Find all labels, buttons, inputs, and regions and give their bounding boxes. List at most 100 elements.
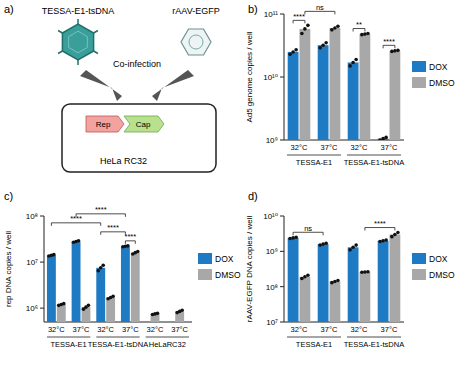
replicate-dot (306, 273, 310, 277)
replicate-dot (180, 308, 184, 312)
x-tick-label: 37°C (122, 325, 139, 334)
legend-swatch (412, 77, 426, 88)
replicate-dot (396, 49, 400, 53)
bar (318, 45, 329, 140)
x-tick-label: 37°C (73, 325, 90, 334)
y-tick (280, 322, 284, 323)
panel-label: c) (4, 190, 13, 202)
legend-swatch (412, 269, 426, 280)
group-label: TESSA-E1 (296, 158, 332, 167)
x-tick-label: 32°C (291, 143, 308, 152)
bar (390, 51, 401, 140)
bar (57, 304, 66, 322)
replicate-dot (294, 235, 298, 239)
x-tick-label: 37°C (381, 325, 398, 334)
replicate-dot (393, 49, 397, 53)
bar (96, 268, 105, 322)
axis-title: rep DNA copies / well (4, 231, 13, 307)
y-tick-label: 10⁷ (26, 258, 38, 267)
bar (360, 34, 371, 140)
y-axis (44, 216, 45, 322)
legend-swatch (198, 253, 212, 264)
significance-label: ns (316, 3, 324, 12)
gene-cap (124, 116, 164, 132)
y-tick-label: 10⁶ (26, 304, 38, 313)
bar (288, 52, 299, 140)
panel-label: d) (248, 190, 258, 202)
replicate-dot (396, 231, 400, 235)
x-tick-label: 37°C (321, 143, 338, 152)
virus-fiber (77, 19, 79, 24)
replicate-dot (52, 253, 56, 257)
bar (72, 241, 81, 322)
group-line (287, 155, 341, 156)
bar (390, 234, 401, 322)
replicate-dot (336, 24, 340, 28)
legend-label: DOX (429, 254, 448, 264)
replicate-dot (390, 50, 394, 54)
y-tick (280, 14, 284, 15)
bar (82, 307, 91, 322)
arrow-right (152, 70, 194, 101)
vector-label: rAAV-EGFP (172, 6, 219, 16)
bar (348, 247, 359, 322)
y-tick (280, 286, 284, 287)
replicate-dot (126, 244, 130, 248)
group-line (347, 155, 401, 156)
marks (288, 24, 401, 140)
replicate-dot (300, 277, 304, 281)
group-line (47, 337, 90, 338)
x-tick-label: 37°C (381, 143, 398, 152)
legend-label: DOX (215, 254, 234, 264)
bar (288, 238, 299, 322)
replicate-dot (393, 233, 397, 237)
gene-label: Cap (136, 120, 151, 129)
replicate-dot (351, 246, 355, 250)
replicate-dot (384, 136, 388, 140)
replicate-dot (378, 240, 382, 244)
group-label: TESSA-E1-tsDNA (344, 340, 404, 349)
x-tick-label: 32°C (48, 325, 65, 334)
vector-icon (181, 29, 211, 55)
y-tick (280, 140, 284, 141)
replicate-dot (324, 241, 328, 245)
replicate-dot (294, 48, 298, 52)
replicate-dot (330, 28, 334, 32)
replicate-dot (111, 295, 115, 299)
cell-label: HeLa RC32 (100, 156, 147, 166)
chart: d)rAAV-EGFP DNA copies / well10⁷10⁸10⁹10… (245, 190, 455, 349)
bar (330, 282, 341, 322)
replicate-dot (288, 237, 292, 241)
replicate-dot (321, 43, 325, 47)
y-tick (40, 262, 44, 263)
bar (131, 253, 140, 322)
marks (288, 231, 401, 322)
arrow-label: Co-infection (113, 59, 161, 69)
chart: b)Ad5 genome copies / well10⁹10¹⁰10¹¹32°… (245, 3, 455, 167)
virus-fiber (77, 60, 79, 65)
y-tick (280, 77, 284, 78)
group-line (287, 337, 341, 338)
replicate-dot (96, 269, 100, 273)
group-label: TESSA-E1 (51, 340, 87, 349)
group-label: TESSA-E1-tsDNA (344, 158, 404, 167)
x-tick-label: 37°C (171, 325, 188, 334)
gene-label: Rep (96, 120, 111, 129)
x-axis (44, 322, 192, 323)
replicate-dot (381, 239, 385, 243)
x-tick-label: 32°C (291, 325, 308, 334)
y-tick (280, 251, 284, 252)
legend-swatch (412, 253, 426, 264)
bar (348, 62, 359, 140)
replicate-dot (291, 236, 295, 240)
replicate-dot (324, 41, 328, 45)
diagram: a)TESSA-E1-tsDNArAAV-EGFPCo-infectionRep… (4, 3, 220, 172)
bar (300, 277, 311, 322)
legend-label: DMSO (429, 270, 455, 280)
cell-box (62, 104, 216, 172)
bar (106, 298, 115, 322)
group-label: HeLaRC32 (149, 340, 186, 349)
significance-label: ** (356, 20, 362, 29)
replicate-dot (136, 250, 140, 254)
replicate-dot (366, 32, 370, 36)
